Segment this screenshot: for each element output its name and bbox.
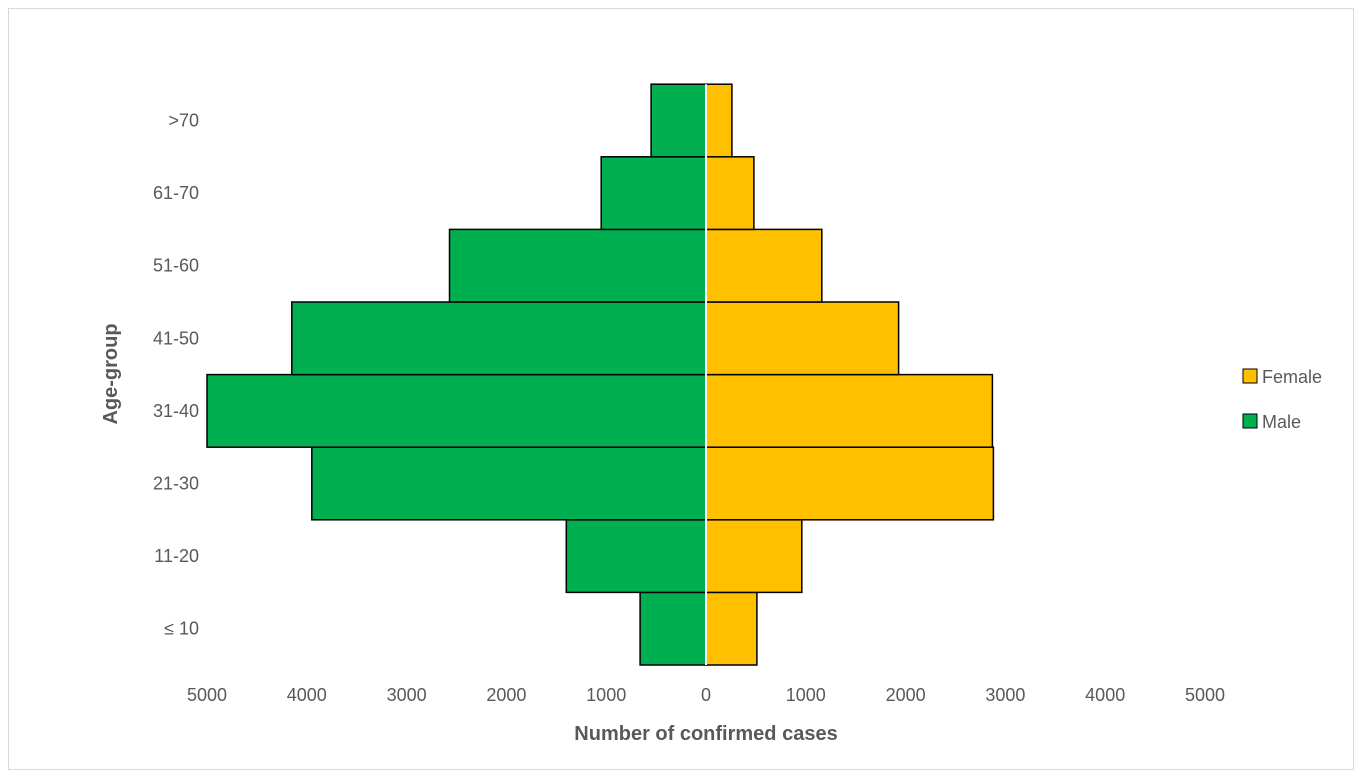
bar-male-7 — [600, 156, 707, 231]
bar-female-5 — [705, 301, 900, 376]
legend-label-male: Male — [1262, 412, 1301, 432]
bar-male-3 — [311, 446, 707, 521]
x-tick-label: 1000 — [786, 685, 826, 705]
y-tick-label: 21-30 — [153, 474, 199, 494]
bar-male-5 — [291, 301, 707, 376]
x-tick-label: 2000 — [886, 685, 926, 705]
y-tick-label: 11-20 — [154, 546, 199, 566]
y-tick-label: 41-50 — [153, 328, 199, 348]
x-tick-labels: 5000 4000 3000 2000 1000 0 1000 2000 3000 4000 500… — [187, 685, 1225, 705]
bar-male-2 — [565, 519, 707, 594]
legend-swatch-female — [1242, 368, 1258, 384]
bar-male-4 — [206, 373, 707, 448]
x-tick-label: 3000 — [985, 685, 1025, 705]
y-tick-label: 31-40 — [153, 401, 199, 421]
x-tick-label: 4000 — [1085, 685, 1125, 705]
x-tick-label: 1000 — [586, 685, 626, 705]
x-tick-label: 5000 — [1185, 685, 1225, 705]
y-axis-title: Age-group — [100, 323, 122, 424]
y-tick-label: >70 — [168, 111, 199, 131]
bar-male-8 — [650, 83, 707, 158]
y-tick-label: ≤ 10 — [164, 619, 199, 639]
bar-female-1 — [705, 591, 758, 666]
bars-layer — [206, 83, 995, 666]
x-tick-label: 0 — [701, 685, 711, 705]
y-tick-label: 61-70 — [153, 183, 199, 203]
legend-label-female: Female — [1262, 367, 1322, 387]
x-tick-label: 3000 — [387, 685, 427, 705]
bar-female-6 — [705, 228, 823, 303]
legend: Female Male — [1242, 367, 1322, 432]
bar-male-6 — [448, 228, 707, 303]
legend-swatch-male — [1242, 413, 1258, 429]
bar-female-8 — [705, 83, 733, 158]
x-tick-label: 2000 — [486, 685, 526, 705]
x-axis-title: Number of confirmed cases — [574, 723, 837, 745]
bar-female-2 — [705, 519, 803, 594]
bar-male-1 — [639, 591, 707, 666]
x-tick-label: 4000 — [287, 685, 327, 705]
y-tick-labels: ≤ 10 11-20 21-30 31-40 41-50 51-60 61-70 >70 — [153, 111, 199, 639]
bar-female-3 — [705, 446, 995, 521]
x-tick-label: 5000 — [187, 685, 227, 705]
y-tick-label: 51-60 — [153, 256, 199, 276]
bar-female-4 — [705, 373, 994, 448]
bar-female-7 — [705, 156, 755, 231]
